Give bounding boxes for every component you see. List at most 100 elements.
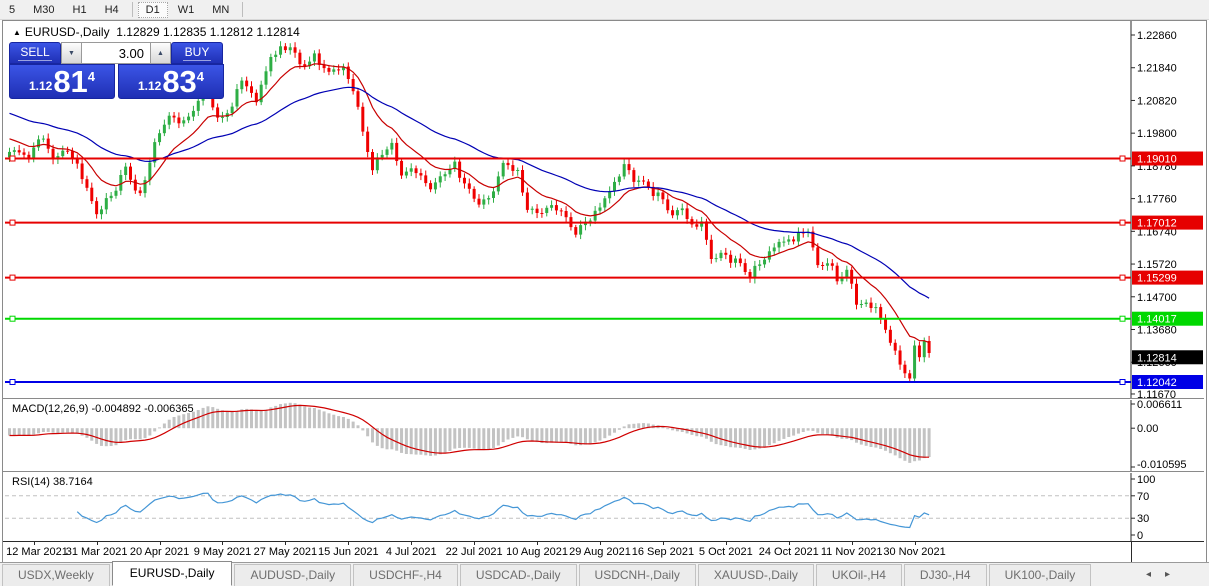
price-axis-ticks: 1.228601.218401.208201.198001.187801.177…: [1131, 30, 1177, 398]
svg-text:1.15720: 1.15720: [1137, 259, 1177, 271]
date-tick: [411, 542, 413, 545]
collapse-arrow-icon[interactable]: ▲: [13, 28, 21, 37]
date-tick: [788, 542, 790, 545]
svg-text:0.00: 0.00: [1137, 423, 1158, 435]
chart-tab-audusd-daily[interactable]: AUDUSD-,Daily: [234, 564, 352, 586]
svg-text:1.19800: 1.19800: [1137, 128, 1177, 140]
tab-scroll-arrows[interactable]: ◂▸: [1145, 569, 1184, 580]
volume-increase-button[interactable]: ▲: [150, 42, 171, 64]
svg-text:1.17760: 1.17760: [1137, 194, 1177, 206]
date-tick-label: 16 Sep 2021: [631, 546, 695, 558]
timeframe-button-w1[interactable]: W1: [177, 3, 195, 16]
timeframe-toolbar: 5 M30 H1 H4 D1 W1 MN: [0, 0, 1209, 20]
date-axis[interactable]: 12 Mar 2021 31 Mar 2021 20 Apr 2021 9 May 2…: [3, 541, 1204, 562]
chart-tab-usdchf-h4[interactable]: USDCHF-,H4: [353, 564, 458, 586]
date-tick: [851, 542, 853, 545]
one-click-trade-panel: SELL ▼ 3.00 ▲ BUY 1.12 81 4 1.12 83 4: [9, 42, 228, 99]
macd-indicator-panel[interactable]: 0.006611 0.00 -0.010595: [3, 400, 1204, 471]
svg-text:0: 0: [1137, 530, 1143, 541]
sell-price-quote[interactable]: 1.12 81 4: [9, 64, 115, 99]
chart-tab-usdcad-daily[interactable]: USDCAD-,Daily: [459, 564, 577, 586]
macd-axis-ticks: 0.006611 0.00 -0.010595: [1131, 400, 1187, 471]
panel-splitter[interactable]: [3, 398, 1204, 401]
hline-1.17012[interactable]: 1.17012: [5, 215, 1203, 230]
chart-tab-ukoil-h4[interactable]: UKOil-,H4: [815, 564, 902, 586]
svg-text:1.12042: 1.12042: [1137, 377, 1177, 389]
svg-text:1.20820: 1.20820: [1137, 95, 1177, 107]
svg-text:0.006611: 0.006611: [1137, 400, 1182, 411]
date-tick-label: 30 Nov 2021: [883, 546, 946, 558]
svg-text:30: 30: [1137, 513, 1149, 525]
date-tick-label: 5 Oct 2021: [698, 546, 753, 558]
chart-tab-usdcnh-daily[interactable]: USDCNH-,Daily: [578, 564, 696, 586]
svg-text:1.15299: 1.15299: [1137, 273, 1177, 285]
svg-text:1.11670: 1.11670: [1137, 389, 1176, 398]
rsi-label: RSI(14) 38.7164: [12, 476, 93, 488]
svg-text:1.12814: 1.12814: [1137, 352, 1177, 364]
current-price-badge: 1.12814: [1132, 350, 1203, 365]
date-tick: [348, 542, 350, 545]
date-tick: [222, 542, 224, 545]
hline-1.19010[interactable]: 1.19010: [5, 151, 1203, 166]
buy-button[interactable]: BUY: [171, 42, 223, 64]
date-tick: [537, 542, 539, 545]
date-tick: [599, 542, 601, 545]
chart-title: ▲ EURUSD-,Daily 1.12829 1.12835 1.12812 1…: [13, 25, 300, 39]
date-tick: [33, 542, 35, 545]
buy-price-quote[interactable]: 1.12 83 4: [118, 64, 224, 99]
timeframe-button-mn[interactable]: MN: [212, 3, 230, 16]
svg-text:1.19010: 1.19010: [1137, 154, 1177, 166]
date-tick: [159, 542, 161, 545]
svg-text:1.21840: 1.21840: [1137, 63, 1177, 75]
price-chart-panel[interactable]: 1.228601.218401.208201.198001.187801.177…: [3, 21, 1204, 398]
date-tick-label: 4 Jul 2021: [385, 546, 437, 558]
timeframe-button-m30[interactable]: M30: [33, 3, 55, 16]
macd-histogram: [8, 402, 931, 463]
svg-text:100: 100: [1137, 474, 1155, 486]
chart-tab-usdx-weekly[interactable]: USDX,Weekly: [2, 564, 110, 586]
svg-text:1.13680: 1.13680: [1137, 324, 1177, 336]
chart-symbol-label: EURUSD-,Daily: [24, 25, 110, 39]
volume-input[interactable]: 3.00: [82, 42, 150, 64]
chart-tab-uk100-daily[interactable]: UK100-,Daily: [988, 564, 1092, 586]
timeframe-button-h1[interactable]: H1: [72, 3, 87, 16]
ma-fast-line: [9, 63, 930, 344]
date-tick-label: 27 May 2021: [253, 546, 318, 558]
hline-1.15299[interactable]: 1.15299: [5, 270, 1203, 285]
down-arrow-icon: ▼: [68, 49, 75, 57]
macd-signal-line: [9, 404, 930, 458]
toolbar-separator: [242, 2, 244, 17]
svg-text:1.17012: 1.17012: [1137, 218, 1177, 230]
rsi-axis-ticks: 100 70 30 0: [1131, 474, 1155, 541]
date-tick-label: 20 Apr 2021: [129, 546, 190, 558]
date-tick: [725, 542, 727, 545]
date-tick: [474, 542, 476, 545]
date-tick-label: 31 Mar 2021: [65, 546, 128, 558]
date-tick-label: 24 Oct 2021: [758, 546, 819, 558]
timeframe-button-h4[interactable]: H4: [104, 3, 119, 16]
sell-button[interactable]: SELL: [9, 42, 61, 64]
timeframe-button-5[interactable]: 5: [9, 3, 16, 16]
hline-1.12042[interactable]: 1.12042: [5, 375, 1203, 389]
toolbar-separator: [131, 2, 133, 17]
date-tick: [285, 542, 287, 545]
date-tick: [914, 542, 916, 545]
svg-text:1.14017: 1.14017: [1137, 314, 1177, 326]
chart-tab-bar: USDX,Weekly EURUSD-,Daily AUDUSD-,Daily USD…: [0, 561, 1209, 586]
date-tick-label: 15 Jun 2021: [318, 546, 379, 558]
volume-decrease-button[interactable]: ▼: [61, 42, 82, 64]
rsi-line: [76, 492, 930, 529]
svg-text:1.14700: 1.14700: [1137, 292, 1177, 304]
rsi-indicator-panel[interactable]: 100 70 30 0: [3, 473, 1204, 541]
panel-splitter[interactable]: [3, 471, 1204, 474]
hline-1.14017[interactable]: 1.14017: [5, 311, 1203, 326]
date-tick-label: 11 Nov 2021: [820, 546, 883, 558]
chart-tab-xauusd-daily[interactable]: XAUUSD-,Daily: [697, 564, 814, 586]
timeframe-button-d1[interactable]: D1: [137, 1, 168, 18]
date-tick-label: 10 Aug 2021: [506, 546, 568, 558]
date-tick: [662, 542, 664, 545]
date-tick-label: 22 Jul 2021: [445, 546, 503, 558]
candlestick-series: [8, 41, 931, 382]
chart-tab-dj30-h4[interactable]: DJ30-,H4: [903, 564, 987, 586]
chart-tab-eurusd-daily[interactable]: EURUSD-,Daily: [111, 561, 233, 586]
